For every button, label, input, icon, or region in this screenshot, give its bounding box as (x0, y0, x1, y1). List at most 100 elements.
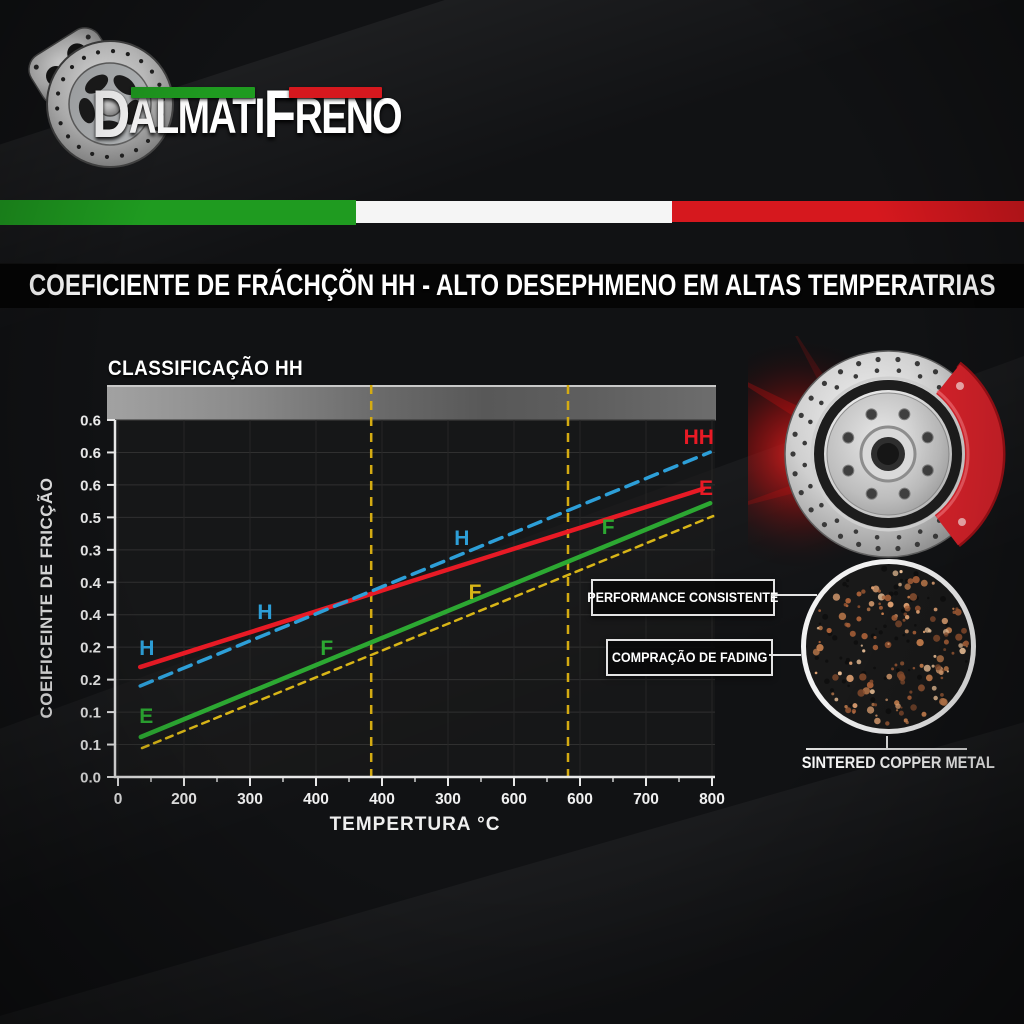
disc-drilled-hole (808, 395, 814, 401)
copper-speck (852, 703, 858, 709)
logo-rim-dot (154, 126, 159, 131)
copper-speck (856, 659, 862, 665)
copper-speck (940, 698, 948, 706)
copper-speck (931, 685, 937, 691)
logo-rim-dot (160, 97, 165, 102)
copper-speck (914, 605, 921, 612)
copper-speck (831, 692, 835, 696)
logo-rim-dot (55, 106, 60, 111)
copper-speck (912, 576, 920, 584)
copper-speck (875, 714, 878, 717)
disc-drilled-hole (792, 431, 798, 437)
logo-rim-dot (90, 151, 95, 157)
copper-speck (910, 704, 917, 711)
friction-chart: 0.6 0.6 0.6 0.5 0.3 0.4 0.4 0.2 0.2 0.1 0.1 0.0 0 200… (36, 385, 725, 835)
copper-speck (862, 649, 866, 653)
disc-drilled-hole (837, 369, 844, 375)
texture-grain (883, 676, 887, 680)
y-tick-label: 0.5 (80, 510, 101, 527)
grade-annotation: F (602, 516, 615, 539)
texture-grain (878, 630, 883, 635)
texture-grain (829, 688, 835, 693)
callout-fading-label: COMPRAÇÃO DE FADING (611, 650, 768, 665)
copper-speck (856, 591, 862, 597)
logo-rim-dot (65, 134, 71, 139)
copper-speck (857, 689, 865, 697)
disc-drilled-hole (819, 502, 824, 508)
copper-speck (869, 689, 875, 695)
texture-grain (917, 674, 922, 680)
disc-bolt-hole (921, 431, 934, 444)
copper-speck (818, 625, 823, 631)
copper-speck (899, 570, 903, 574)
copper-speck (844, 622, 849, 627)
y-tick-label: 0.0 (80, 770, 101, 787)
texture-grain (940, 596, 946, 602)
disc-drilled-hole (834, 385, 840, 390)
logo-rim-dot (110, 48, 116, 54)
grade-annotation: E (139, 705, 153, 728)
logo-spoke-cutout (78, 97, 95, 124)
copper-speck (907, 695, 912, 700)
y-axis-title: COEIFICEINTE DE FRICÇÃO (36, 477, 56, 718)
disc-drilled-hole (798, 490, 804, 496)
disc-drilled-hole (834, 518, 840, 523)
copper-speck (961, 627, 967, 634)
texture-grain (845, 657, 850, 662)
texture-grain (849, 703, 853, 707)
disc-drilled-hole (798, 412, 804, 418)
copper-speck (838, 612, 847, 621)
copper-speck (933, 695, 938, 701)
y-tick-label: 0.6 (80, 445, 101, 462)
disc-bolt-hole (865, 408, 878, 421)
copper-speck (866, 607, 871, 612)
copper-speck (881, 612, 884, 616)
copper-speck (943, 639, 949, 645)
copper-speck (904, 605, 911, 612)
flag-stripe-red (672, 201, 1024, 222)
brand-cap-d: D (92, 76, 130, 152)
copper-speck (844, 704, 848, 709)
logo-rim-dot (125, 51, 130, 57)
y-tick-label: 0.4 (80, 575, 102, 592)
copper-speck (826, 627, 832, 634)
series-line-E (137, 486, 706, 670)
texture-grain (814, 655, 819, 660)
material-connector-vertical (886, 736, 888, 749)
copper-speck (963, 640, 969, 647)
copper-speck (846, 674, 854, 683)
y-tick-label: 0.3 (80, 542, 101, 559)
grade-annotation: H (257, 601, 272, 624)
disc-bolt-hole (865, 487, 878, 500)
copper-speck (851, 709, 857, 714)
sintered-material-closeup (801, 559, 976, 734)
copper-speck (834, 697, 839, 702)
texture-grain (846, 578, 850, 583)
x-tick-label: 600 (501, 791, 527, 808)
copper-speck (912, 630, 917, 635)
texture-grain (883, 624, 887, 629)
copper-speck (922, 630, 926, 634)
disc-drilled-hole (821, 521, 828, 528)
x-tick-label: 700 (633, 791, 659, 808)
texture-grain (895, 668, 900, 673)
copper-speck (933, 634, 941, 642)
disc-drilled-hole (790, 451, 796, 457)
brake-disc-logo-icon (28, 27, 174, 168)
texture-grain (964, 660, 968, 663)
logo-rim-dot (58, 121, 63, 126)
copper-speck (849, 661, 853, 665)
texture-grain (873, 666, 876, 670)
x-tick-label: 200 (171, 791, 197, 808)
copper-speck (903, 612, 908, 617)
disc-drilled-hole (808, 507, 814, 513)
disc-drilled-hole (802, 440, 808, 446)
x-tick-label: 800 (699, 791, 725, 808)
copper-speck (814, 671, 818, 675)
texture-grain (832, 635, 838, 641)
copper-speck (873, 703, 878, 707)
copper-speck (849, 630, 856, 637)
copper-speck (900, 661, 905, 666)
copper-speck (929, 616, 936, 622)
